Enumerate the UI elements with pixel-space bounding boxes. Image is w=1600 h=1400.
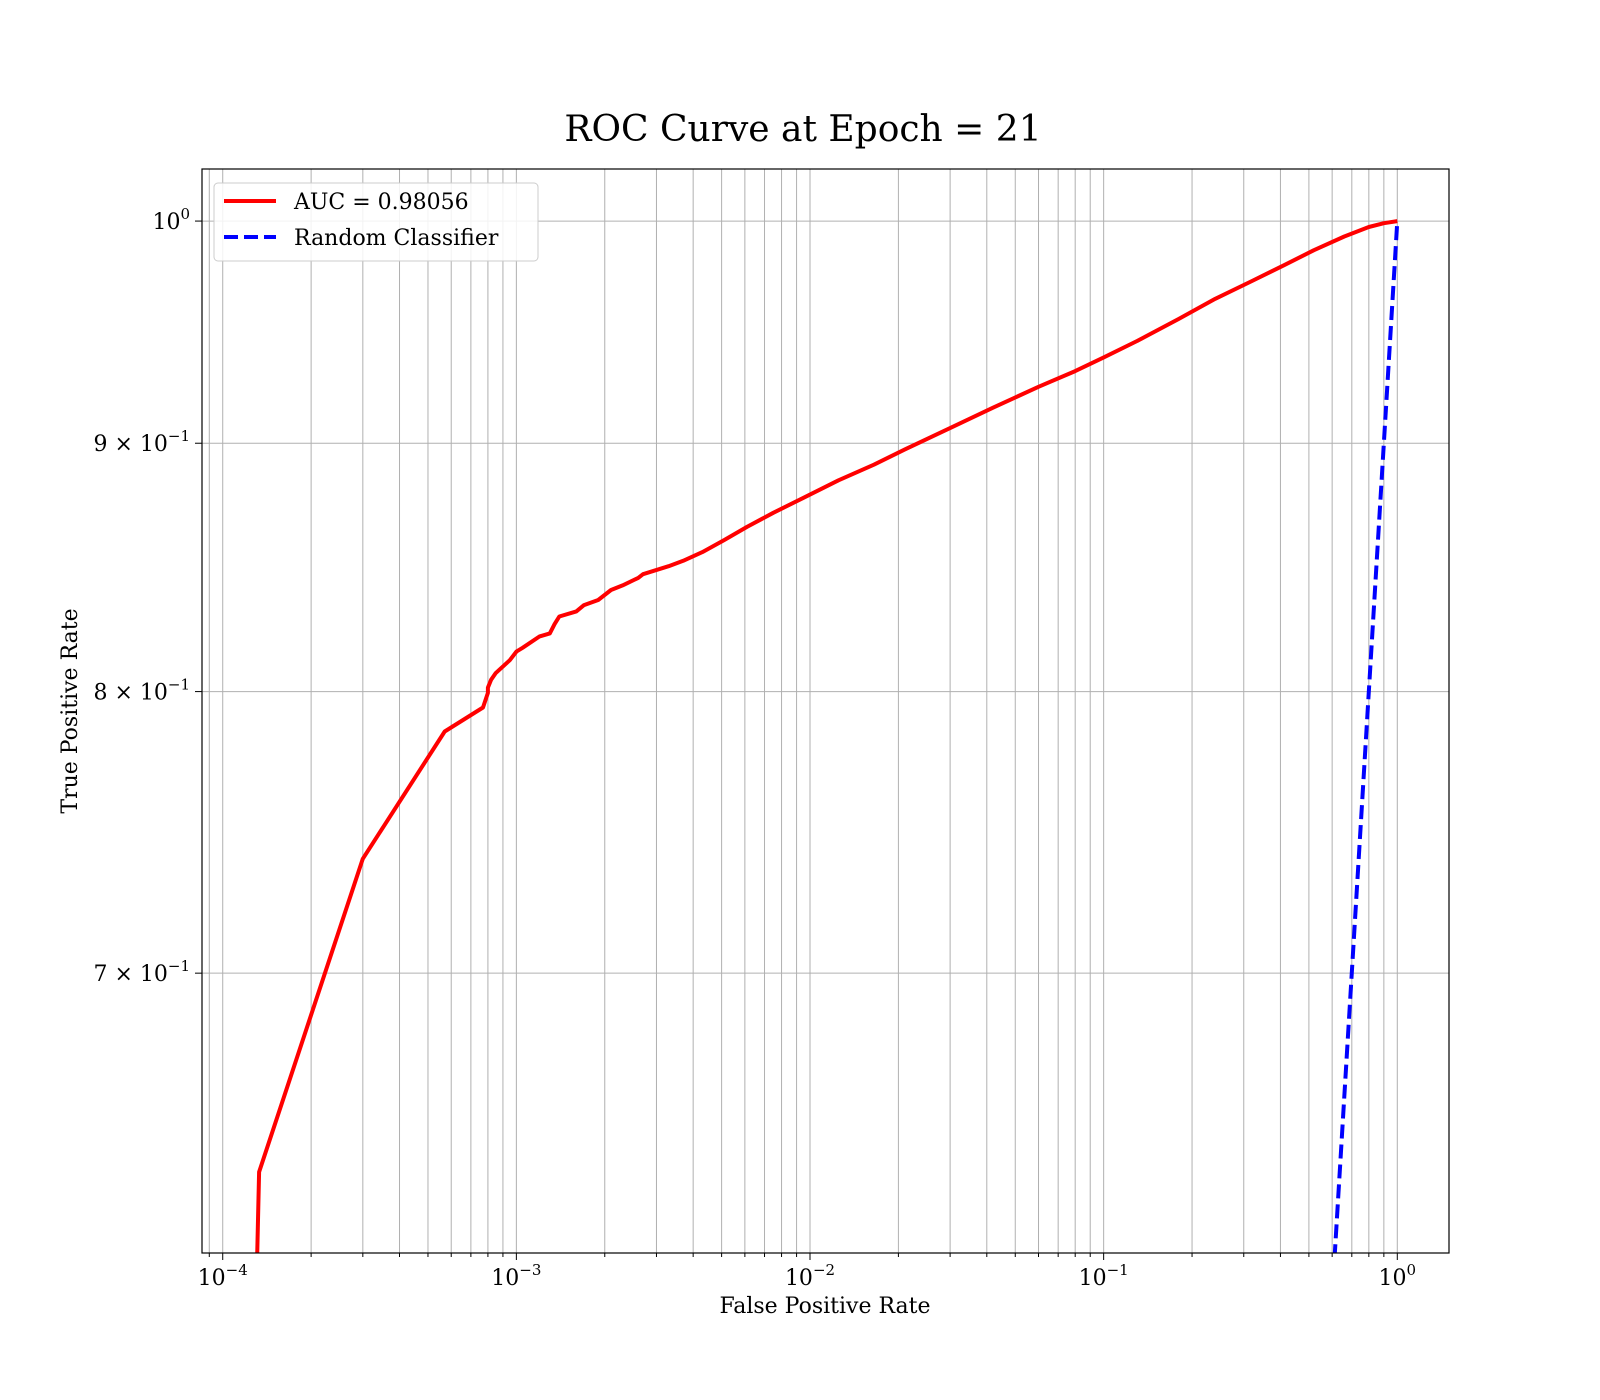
x-tick-label: 10−3 (491, 1261, 541, 1291)
legend-label-auc: AUC = 0.98056 (293, 190, 469, 215)
plot-frame (201, 168, 1450, 1254)
roc-curve-line (255, 219, 1398, 1253)
y-tick-label: 9 × 10−1 (93, 427, 190, 457)
y-axis-label: True Positive Rate (58, 608, 83, 813)
x-tick-label: 10−4 (198, 1261, 248, 1291)
legend: AUC = 0.98056 Random Classifier (213, 182, 539, 262)
plot-series (255, 219, 1400, 1253)
legend-box (213, 182, 539, 262)
x-axis-label: False Positive Rate (719, 1294, 930, 1319)
x-tick-label: 10−2 (785, 1261, 835, 1291)
legend-label-random: Random Classifier (294, 226, 499, 251)
y-tick-label: 8 × 10−1 (93, 676, 190, 706)
y-tick-label: 7 × 10−1 (93, 957, 190, 987)
chart-title: ROC Curve at Epoch = 21 (564, 109, 1041, 150)
y-tick-label: 100 (152, 205, 190, 235)
x-tick-label: 100 (1379, 1261, 1417, 1291)
x-tick-label: 10−1 (1079, 1261, 1129, 1291)
grid-lines (202, 169, 1449, 1253)
axis-ticks: 10−4 10−3 10−2 10−1 100 100 9 × 10−1 8 × 10−1 7 … (93, 205, 1416, 1291)
